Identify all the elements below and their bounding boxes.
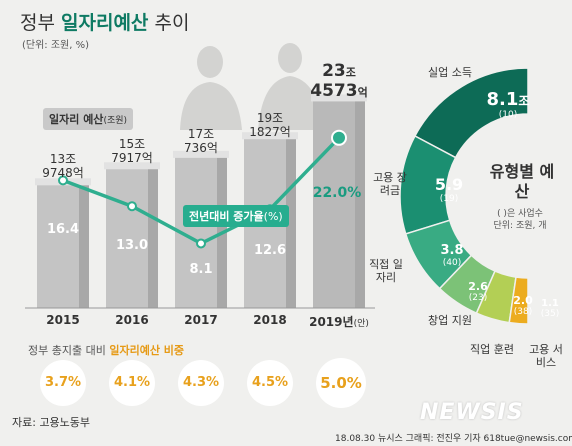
year-label-2017: 2017 [184, 313, 218, 327]
amount-label-2016: 15조 7917억 [111, 137, 153, 165]
share-circle-2016: 4.1% [109, 360, 155, 406]
rate-label-2017: 8.1 [189, 262, 213, 277]
share-circle-2017: 4.3% [178, 360, 224, 406]
page-title: 정부 일자리예산 추이 [20, 8, 189, 35]
year-label-2019: 2019년(안) [309, 315, 369, 329]
seg-value-direct-jobs: 3.8 (40) [440, 243, 464, 268]
rate-label-2016: 13.0 [115, 238, 149, 253]
budget-bar [104, 162, 160, 308]
share-circle-2019: 5.0% [316, 358, 366, 408]
title-highlight: 일자리예산 [61, 12, 149, 34]
people-silhouette-graphic [180, 43, 324, 130]
seg-value-training: 2.0 (38) [513, 294, 533, 317]
title-suffix: 추이 [154, 12, 190, 34]
source-note: 자료: 고용노동부 [12, 416, 91, 429]
seg-label-employment-subsidy: 고용 장려금 [373, 171, 407, 197]
budget-bar [311, 94, 367, 308]
rate-point [58, 175, 68, 186]
legend-rate: 전년대비 증가율(%) [183, 205, 289, 227]
seg-label-unemployment: 실업 소득 [428, 66, 472, 79]
rate-label-2018: 12.6 [253, 243, 287, 258]
legend-budget: 일자리 예산(조원) [43, 108, 134, 130]
rate-label-2015: 16.4 [46, 222, 80, 237]
seg-label-service: 고용 서비스 [529, 343, 563, 369]
amount-label-2019: 23조 4573억 [310, 61, 368, 101]
year-label-2018: 2018 [253, 313, 287, 327]
rate-point [196, 238, 206, 249]
rate-point [331, 129, 347, 146]
newsis-logo: NEWSIS [420, 400, 524, 425]
seg-label-training: 직업 훈련 [470, 343, 514, 356]
amount-label-2018: 19조 1827억 [249, 111, 291, 139]
seg-value-unemployment: 8.1조 (10) [486, 89, 530, 120]
donut-segment [508, 276, 529, 325]
share-label: 정부 총지출 대비 일자리예산 비중 [28, 344, 185, 357]
seg-value-service: 1.1 (35) [540, 298, 560, 319]
share-circle-2018: 4.5% [247, 360, 293, 406]
title-prefix: 정부 [20, 12, 55, 34]
seg-label-startup: 창업 지원 [428, 314, 472, 327]
amount-label-2017: 17조 736억 [184, 127, 218, 155]
seg-value-startup: 2.6 (23) [468, 280, 488, 303]
year-label-2016: 2016 [115, 313, 149, 327]
amount-label-2015: 13조 9748억 [42, 152, 84, 180]
donut-note: ( )은 사업수 단위: 조원, 개 [493, 209, 547, 231]
rate-label-2019: 22.0% [312, 185, 362, 201]
year-label-2015: 2015 [46, 313, 80, 327]
unit-label: (단위: 조원, %) [22, 40, 90, 51]
budget-bar [35, 178, 91, 308]
share-circle-2015: 3.7% [40, 360, 86, 406]
rate-point [127, 201, 137, 212]
credit-line: 18.08.30 뉴시스 그래픽: 전진우 기자 618tue@newsis.c… [335, 434, 572, 444]
seg-label-direct-jobs: 직접 일자리 [369, 258, 403, 284]
seg-value-employment-subsidy: 5.9 (19) [434, 175, 464, 204]
donut-title: 유형별 예산 [489, 162, 555, 201]
